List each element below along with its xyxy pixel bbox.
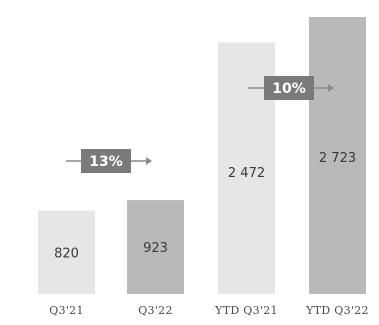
bar-value-label-q3-21: 820: [54, 246, 79, 261]
growth-annotation-13: 13%: [66, 149, 152, 173]
x-tick-labels-group: Q3'21 Q3'22 YTD Q3'21 YTD Q3'22: [49, 304, 369, 317]
growth-arrow-head: [328, 84, 334, 92]
growth-percent-label: 10%: [272, 81, 306, 97]
bar-q3-22: [127, 200, 184, 294]
bar-value-label-ytd-q3-21: 2 472: [228, 166, 265, 181]
x-tick-label-q3-21: Q3'21: [49, 304, 84, 317]
x-tick-label-q3-22: Q3'22: [138, 304, 173, 317]
bar-ytd-q3-22: [309, 17, 366, 294]
bar-q3-21: [38, 210, 95, 294]
bars-group: [38, 17, 366, 294]
growth-annotation-10: 10%: [248, 76, 334, 100]
bar-labels-group: 820 923 2 472 2 723: [54, 151, 356, 261]
bar-value-label-q3-22: 923: [143, 241, 168, 256]
growth-annotations-group: 13% 10%: [66, 76, 334, 173]
x-tick-label-ytd-q3-21: YTD Q3'21: [214, 304, 278, 317]
x-tick-label-ytd-q3-22: YTD Q3'22: [305, 304, 369, 317]
bar-value-label-ytd-q3-22: 2 723: [319, 151, 356, 166]
growth-box: [81, 149, 131, 173]
growth-box: [264, 76, 314, 100]
growth-percent-label: 13%: [89, 154, 123, 170]
growth-arrow-head: [146, 157, 152, 165]
